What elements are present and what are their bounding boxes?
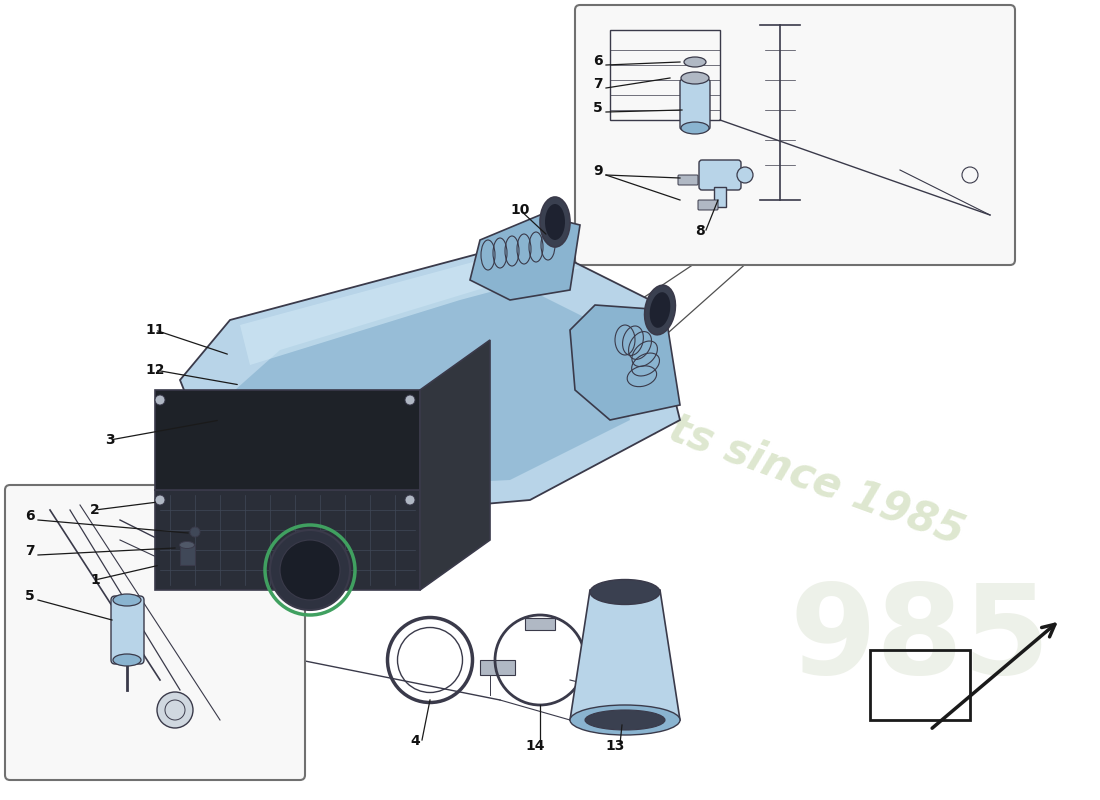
Ellipse shape xyxy=(585,710,666,730)
Ellipse shape xyxy=(570,705,680,735)
Polygon shape xyxy=(180,240,680,520)
Text: 8: 8 xyxy=(695,224,705,238)
Text: 6: 6 xyxy=(25,509,35,523)
Text: 13: 13 xyxy=(605,739,625,753)
Text: 12: 12 xyxy=(145,363,165,377)
Text: 4: 4 xyxy=(410,734,420,748)
Polygon shape xyxy=(155,490,420,590)
Bar xyxy=(714,187,726,207)
Ellipse shape xyxy=(544,204,565,240)
Ellipse shape xyxy=(179,542,195,549)
Bar xyxy=(525,618,556,630)
FancyBboxPatch shape xyxy=(6,485,305,780)
Circle shape xyxy=(155,395,165,405)
Polygon shape xyxy=(420,340,490,590)
Text: 11: 11 xyxy=(145,323,165,337)
Polygon shape xyxy=(235,280,630,490)
Text: 2: 2 xyxy=(90,503,100,517)
Text: 6: 6 xyxy=(593,54,603,68)
Ellipse shape xyxy=(113,594,141,606)
Circle shape xyxy=(155,495,165,505)
Ellipse shape xyxy=(645,286,675,334)
Polygon shape xyxy=(155,390,420,490)
Ellipse shape xyxy=(280,540,340,600)
Circle shape xyxy=(405,395,415,405)
Ellipse shape xyxy=(737,167,754,183)
FancyBboxPatch shape xyxy=(111,596,144,664)
Text: 9: 9 xyxy=(593,164,603,178)
Bar xyxy=(180,545,195,565)
Polygon shape xyxy=(570,305,680,420)
Ellipse shape xyxy=(681,122,710,134)
Bar xyxy=(480,660,515,675)
FancyBboxPatch shape xyxy=(698,160,741,190)
Ellipse shape xyxy=(681,72,710,84)
Bar xyxy=(870,650,970,720)
Text: 14: 14 xyxy=(526,739,544,753)
Text: passion for parts since 1985: passion for parts since 1985 xyxy=(330,286,970,554)
Ellipse shape xyxy=(113,654,141,666)
Polygon shape xyxy=(240,248,580,365)
Text: 5: 5 xyxy=(593,101,603,115)
Polygon shape xyxy=(470,215,580,300)
Circle shape xyxy=(157,692,192,728)
Text: 1: 1 xyxy=(90,573,100,587)
Bar xyxy=(610,30,720,120)
Ellipse shape xyxy=(650,292,670,328)
FancyBboxPatch shape xyxy=(680,79,710,130)
FancyBboxPatch shape xyxy=(575,5,1015,265)
FancyBboxPatch shape xyxy=(678,175,698,185)
Ellipse shape xyxy=(590,579,660,605)
Circle shape xyxy=(405,495,415,505)
Text: 5: 5 xyxy=(25,589,35,603)
Ellipse shape xyxy=(270,530,350,610)
Text: 985: 985 xyxy=(790,579,1050,701)
Ellipse shape xyxy=(540,197,570,247)
Polygon shape xyxy=(570,590,680,720)
Text: 7: 7 xyxy=(25,544,35,558)
Text: 10: 10 xyxy=(510,203,530,217)
Ellipse shape xyxy=(190,527,200,537)
FancyBboxPatch shape xyxy=(698,200,718,210)
Text: 3: 3 xyxy=(106,433,114,447)
Ellipse shape xyxy=(684,57,706,67)
Text: 7: 7 xyxy=(593,77,603,91)
